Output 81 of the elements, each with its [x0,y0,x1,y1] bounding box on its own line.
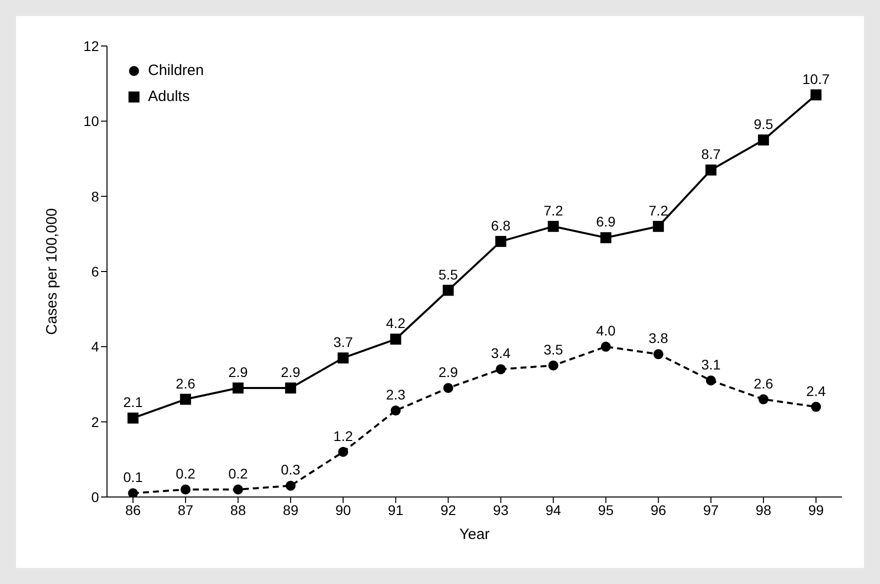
point [128,488,138,497]
text: 2.3 [386,386,406,403]
point [232,382,244,394]
point [811,402,821,412]
legend-label: Children [148,61,204,81]
text: 1.2 [333,428,353,444]
x-tick-label: 91 [388,502,404,518]
point [548,220,559,232]
point [653,349,664,360]
point [706,375,716,386]
text: 0.3 [280,462,300,478]
text: 0.1 [123,469,143,486]
point [495,236,506,247]
text: 3.5 [544,341,564,358]
point [442,284,454,296]
point [548,360,558,370]
point [180,394,192,405]
point [443,383,454,394]
point [338,352,349,364]
text: 2.9 [280,364,300,380]
x-tick-label: 87 [178,502,194,518]
y-tick-label: 2 [91,414,100,430]
point [128,412,138,424]
text: 2.9 [228,364,248,380]
x-tick-label: 98 [756,502,772,518]
y-tick-label: 4 [91,338,100,355]
text: 3.1 [701,356,721,372]
text: 2.6 [754,375,774,392]
point [233,484,244,494]
x-tick-label: 93 [492,502,509,518]
text: 3.7 [333,334,353,350]
text: 8.7 [701,146,721,162]
y-tick-label: 10 [83,113,100,130]
point [600,342,611,352]
text: 9.5 [754,116,774,132]
x-tick-label: 89 [282,502,299,518]
x-axis-title: Year [459,526,490,543]
text: 2.4 [806,382,826,399]
text: 0.2 [228,465,248,482]
y-tick-label: 12 [83,38,100,54]
text: 7.2 [648,202,668,218]
point [810,89,822,100]
legend-label: Adults [148,87,190,107]
point [496,364,506,374]
point [758,134,769,146]
point [390,406,401,416]
text: 3.8 [648,330,668,346]
point [705,164,716,176]
text: 4.2 [386,315,406,332]
text: 7.2 [544,202,564,218]
x-tick-label: 95 [598,502,614,518]
y-tick-label: 0 [91,488,100,505]
point [758,394,768,404]
text: 2.1 [123,394,143,410]
point [180,484,191,494]
x-tick-label: 97 [703,502,719,518]
text: 3.4 [491,345,511,362]
text: 2.6 [176,375,196,392]
x-tick-label: 99 [808,502,824,518]
text: 6.9 [596,214,616,230]
y-tick-label: 6 [91,263,100,280]
text: 10.7 [802,70,830,87]
text: 4.0 [596,322,616,339]
x-tick-label: 88 [230,502,246,518]
y-axis-title: Cases per 100,000 [43,208,60,335]
text: 6.8 [491,217,511,234]
point [338,446,348,457]
x-tick-label: 92 [440,502,456,518]
point [600,232,612,244]
y-tick-label: 8 [91,188,100,204]
text: 0.2 [176,465,196,482]
text: 2.9 [438,364,458,380]
text: 5.5 [438,266,458,282]
x-tick-label: 86 [125,502,141,518]
x-tick-label: 94 [546,502,562,518]
x-tick-label: 90 [335,502,352,518]
point [390,334,402,345]
point [286,480,296,491]
point [652,220,664,232]
point [285,382,296,394]
x-tick-label: 96 [650,502,666,518]
